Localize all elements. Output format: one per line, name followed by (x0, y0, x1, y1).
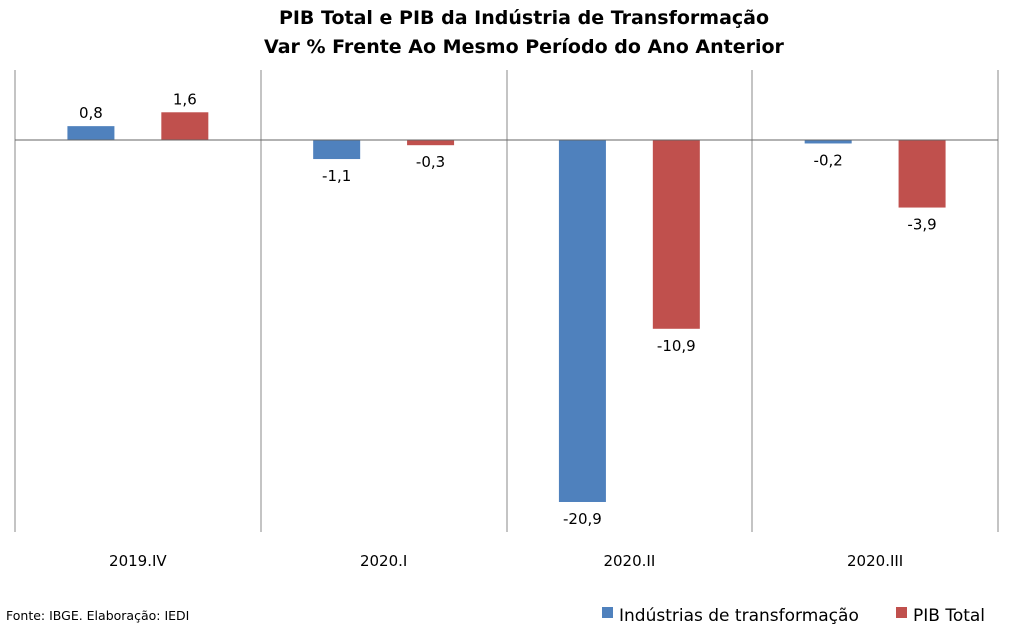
data-label: -10,9 (657, 337, 696, 355)
legend-swatch (602, 607, 613, 618)
bar-pib-total (898, 140, 946, 208)
data-label: -20,9 (563, 510, 602, 528)
legend: Indústrias de transformação PIB Total (602, 606, 985, 626)
x-tick-label: 2020.III (847, 552, 903, 570)
chart-title: PIB Total e PIB da Indústria de Transfor… (279, 7, 769, 29)
legend-label: PIB Total (913, 606, 985, 626)
bar-industria (67, 126, 115, 140)
data-label: -3,9 (907, 216, 936, 234)
data-label: -0,2 (814, 151, 843, 169)
data-label: 1,6 (173, 90, 197, 108)
legend-swatch (896, 607, 907, 618)
bar-industria (558, 140, 606, 502)
data-label: -1,1 (322, 167, 351, 185)
bar-pib-total (161, 112, 209, 140)
bar-pib-total (407, 140, 455, 146)
source-note: Fonte: IBGE. Elaboração: IEDI (6, 608, 189, 623)
x-tick-label: 2020.I (360, 552, 407, 570)
data-label: -0,3 (416, 153, 445, 171)
chart-subtitle: Var % Frente Ao Mesmo Período do Ano Ant… (264, 36, 785, 58)
data-label: 0,8 (79, 104, 103, 122)
x-tick-label: 2020.II (603, 552, 655, 570)
x-tick-label: 2019.IV (109, 552, 167, 570)
plot-area: 0,8 1,6 2019.IV -1,1 -0,3 2020.I -20,9 -10,9 202… (14, 70, 999, 570)
bar-industria (804, 140, 852, 144)
legend-label: Indústrias de transformação (619, 606, 859, 626)
bar-pib-total (652, 140, 700, 329)
bar-industria (313, 140, 361, 160)
